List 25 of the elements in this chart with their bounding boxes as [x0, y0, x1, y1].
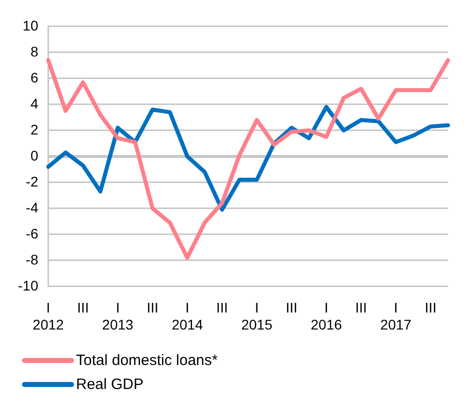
- legend-label: Real GDP: [76, 376, 144, 392]
- x-tick-label: III: [146, 300, 158, 316]
- x-tick-label: I 2017: [380, 300, 412, 332]
- y-tick-label: 4: [30, 95, 38, 112]
- legend-label: Total domestic loans*: [76, 352, 218, 368]
- x-tick-label: III: [286, 300, 298, 316]
- x-tick-label: I 2015: [241, 300, 273, 332]
- x-tick-label: I 2012: [32, 300, 64, 332]
- x-tick-label: III: [424, 300, 436, 316]
- y-tick-label: 6: [30, 69, 38, 86]
- y-tick-label: 2: [30, 121, 38, 138]
- x-tick-label: III: [216, 300, 228, 316]
- x-tick-label: III: [355, 300, 367, 316]
- y-tick-label: -10: [18, 277, 38, 294]
- y-tick-label: -8: [26, 251, 38, 268]
- y-tick-label: 0: [30, 147, 38, 164]
- x-tick-label: I 2014: [172, 300, 204, 332]
- x-tick-label: I 2013: [102, 300, 134, 332]
- y-tick-label: -6: [26, 225, 38, 242]
- y-tick-label: -4: [26, 199, 38, 216]
- y-tick-label: 10: [22, 17, 38, 34]
- y-tick-label: -2: [26, 173, 38, 190]
- x-tick-label: I 2016: [310, 300, 342, 332]
- x-tick-label: III: [77, 300, 89, 316]
- y-tick-label: 8: [30, 43, 38, 60]
